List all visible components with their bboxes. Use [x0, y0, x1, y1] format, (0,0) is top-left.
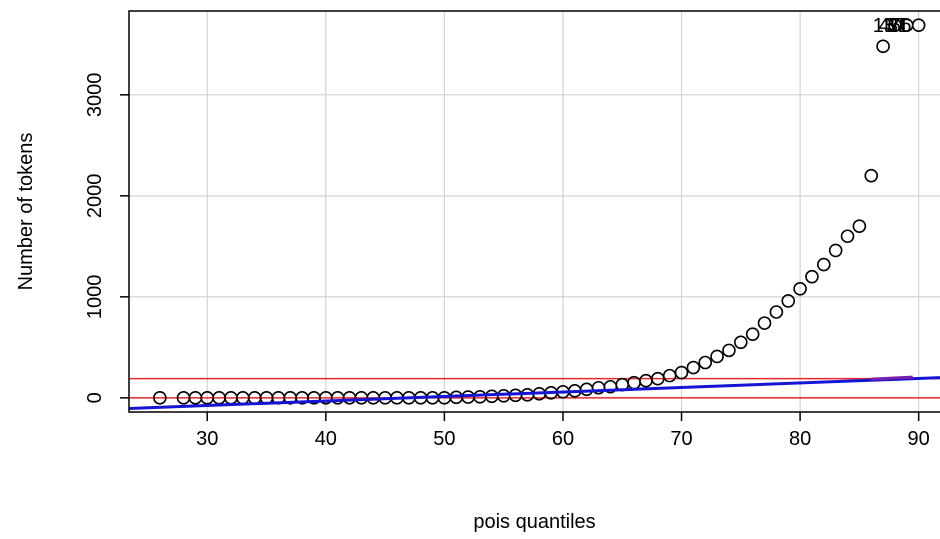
- y-tick-label: 2000: [84, 174, 106, 219]
- data-point: [745, 327, 760, 342]
- y-axis-label: Number of tokens: [15, 133, 37, 291]
- grid-lines: [129, 11, 940, 412]
- data-point: [876, 39, 890, 54]
- x-tick-label: 50: [433, 428, 455, 450]
- point-annotation: 45: [879, 15, 901, 37]
- data-point: [817, 257, 831, 272]
- x-tick-label: 90: [908, 428, 930, 450]
- data-point: [153, 391, 167, 405]
- data-point: [828, 243, 843, 258]
- y-tick-label: 0: [84, 392, 106, 403]
- x-tick-label: 80: [789, 428, 811, 450]
- data-point: [734, 335, 748, 350]
- point-annotation: 31: [887, 15, 909, 37]
- x-axis-label: pois quantiles: [473, 511, 595, 533]
- x-tick-label: 60: [552, 428, 574, 450]
- data-point: [793, 281, 807, 296]
- data-point: [769, 305, 784, 319]
- data-point: [805, 269, 819, 284]
- data-point: [852, 219, 867, 233]
- data-point: [757, 316, 772, 330]
- data-point: [840, 229, 855, 244]
- data-point: [674, 365, 689, 380]
- data-point: [722, 343, 736, 358]
- fit-line-group: [128, 375, 940, 410]
- x-tick-label: 40: [315, 428, 337, 450]
- fit-line-accent: [871, 375, 913, 381]
- x-tick-label: 30: [196, 428, 218, 450]
- y-tick-label: 1000: [84, 275, 106, 320]
- data-point: [781, 294, 796, 308]
- data-point: [710, 349, 724, 364]
- data-point: [698, 355, 713, 370]
- y-tick-label: 3000: [84, 73, 106, 118]
- data-point: [686, 360, 701, 375]
- fit-line: [128, 376, 940, 410]
- data-point: [864, 168, 879, 183]
- plot-frame: [128, 10, 940, 413]
- axes: 30 40 50 60 70 80 90 0 1000 2000 3000: [84, 73, 930, 450]
- point-annotation: 13: [873, 15, 895, 37]
- x-tick-label: 70: [670, 428, 692, 450]
- point-annotation: 57: [885, 15, 907, 37]
- point-annotation: 76: [889, 15, 911, 37]
- data-point: [911, 18, 926, 32]
